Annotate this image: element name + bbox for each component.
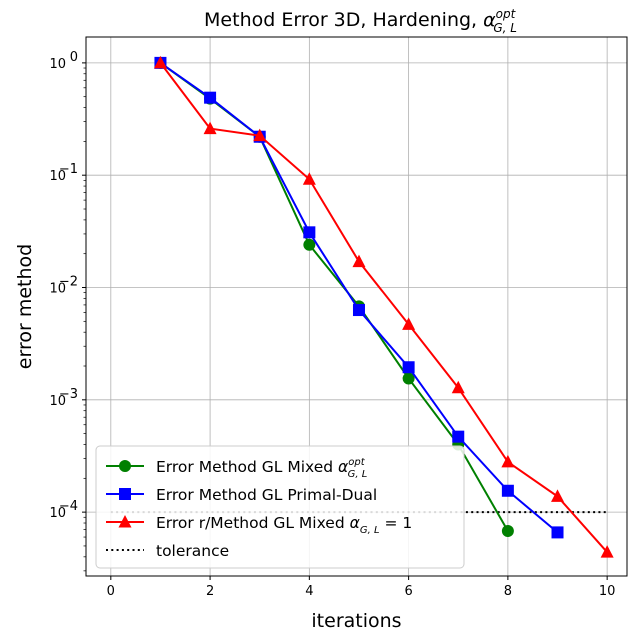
data-point bbox=[452, 430, 465, 443]
y-tick-exponent: 0 bbox=[70, 50, 78, 65]
y-tick-exponent: −1 bbox=[59, 162, 78, 177]
legend-item: Error Method GL Primal-Dual bbox=[106, 486, 377, 504]
y-tick-exponent: −3 bbox=[59, 387, 78, 402]
data-point bbox=[402, 361, 415, 374]
legend: Error Method GL Mixed αopt G, L Error Meth… bbox=[95, 445, 465, 569]
y-tick-label: 10 bbox=[49, 506, 66, 521]
y-axis-label: error method bbox=[14, 244, 36, 369]
y-tick-label: 10 bbox=[49, 282, 66, 297]
y-tick-label: 10 bbox=[49, 57, 66, 72]
data-point bbox=[501, 454, 515, 468]
data-point bbox=[501, 524, 514, 537]
y-tick-label: 10 bbox=[49, 394, 66, 409]
data-point bbox=[119, 488, 131, 500]
data-point bbox=[303, 226, 316, 239]
series-line bbox=[159, 62, 608, 553]
data-point bbox=[302, 172, 316, 185]
legend-label: Error Method GL Mixed αopt G, L bbox=[156, 457, 367, 480]
data-point bbox=[501, 484, 514, 497]
data-point bbox=[153, 55, 167, 69]
data-point bbox=[451, 380, 465, 394]
data-point bbox=[352, 304, 365, 317]
data-point bbox=[600, 545, 614, 558]
data-point bbox=[118, 515, 132, 528]
y-tick-exponent: −4 bbox=[59, 499, 78, 514]
data-point bbox=[402, 317, 416, 330]
plot-area bbox=[110, 55, 614, 558]
legend-label: Error r/Method GL Mixed αG, L = 1 bbox=[156, 514, 412, 536]
data-point bbox=[551, 489, 565, 502]
legend-item: tolerance bbox=[106, 542, 229, 560]
x-tick-label: 2 bbox=[206, 584, 214, 599]
x-tick-label: 4 bbox=[305, 584, 313, 599]
x-tick-label: 8 bbox=[504, 584, 512, 599]
x-tick-label: 0 bbox=[107, 584, 115, 599]
data-point bbox=[352, 254, 366, 268]
x-tick-label: 6 bbox=[404, 584, 412, 599]
legend-label: tolerance bbox=[156, 542, 229, 560]
data-point bbox=[204, 91, 217, 104]
legend-item: Error r/Method GL Mixed αG, L = 1 bbox=[106, 514, 412, 536]
chart-title: Method Error 3D, Hardening, αopt G, L bbox=[204, 7, 517, 35]
data-point bbox=[402, 372, 415, 385]
data-point bbox=[253, 128, 267, 142]
data-point bbox=[303, 238, 316, 251]
x-axis-label: iterations bbox=[311, 610, 401, 632]
x-tick-label: 10 bbox=[599, 584, 616, 599]
legend-item: Error Method GL Mixed αopt G, L bbox=[106, 457, 367, 480]
data-point bbox=[551, 526, 564, 539]
axes-frame bbox=[85, 36, 628, 577]
y-tick-label: 10 bbox=[49, 169, 66, 184]
series-2 bbox=[153, 55, 614, 558]
data-point bbox=[119, 460, 131, 472]
data-point bbox=[203, 121, 217, 135]
legend-label: Error Method GL Primal-Dual bbox=[156, 486, 377, 504]
legend-box bbox=[95, 445, 465, 569]
y-tick-exponent: −2 bbox=[59, 275, 78, 290]
